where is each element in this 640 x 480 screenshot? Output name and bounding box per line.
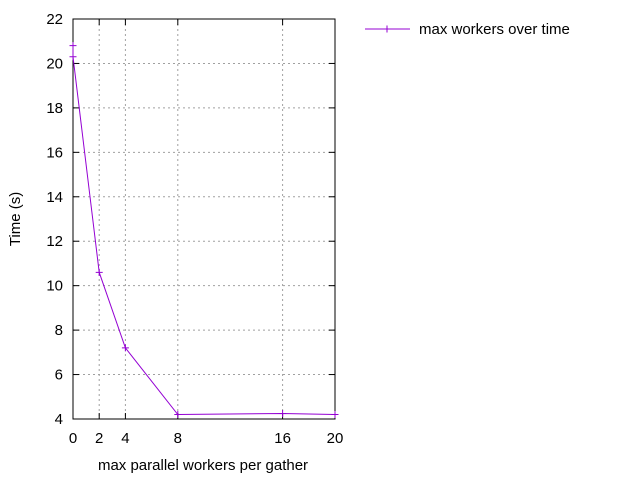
y-tick-label: 8 (55, 322, 63, 339)
data-point-marker (279, 409, 287, 417)
x-tick-label: 20 (327, 430, 344, 447)
data-point-marker (69, 42, 77, 50)
data-point-marker (331, 411, 339, 419)
y-axis-label: Time (s) (7, 192, 24, 246)
x-tick-label: 0 (69, 430, 77, 447)
y-tick-label: 16 (46, 144, 63, 161)
grid (73, 19, 335, 419)
data-point-marker (95, 268, 103, 276)
x-tick-label: 16 (274, 430, 291, 447)
x-tick-label: 4 (121, 430, 129, 447)
y-tick-label: 10 (46, 278, 63, 295)
plot-frame (72, 18, 336, 420)
y-tick-label: 6 (55, 367, 63, 384)
x-tick-label: 8 (174, 430, 182, 447)
y-tick-label: 20 (46, 55, 63, 72)
legend-swatch-marker (383, 25, 391, 33)
y-tick-label: 22 (46, 11, 63, 28)
data-point-marker (121, 344, 129, 352)
legend: max workers over time (365, 21, 570, 38)
axis-ticks: 4 6 8 10 12 14 16 18 20 22 0 2 4 8 16 20 (46, 11, 343, 447)
y-tick-label: 18 (46, 100, 63, 117)
data-point-marker (69, 53, 77, 61)
y-tick-label: 12 (46, 233, 63, 250)
x-axis-label: max parallel workers per gather (98, 457, 308, 474)
legend-label: max workers over time (419, 21, 570, 38)
series-line (72, 45, 336, 416)
data-point-marker (174, 411, 182, 419)
y-tick-label: 14 (46, 189, 63, 206)
series-layer (69, 42, 339, 419)
x-tick-label: 2 (95, 430, 103, 447)
y-tick-label: 4 (55, 411, 63, 428)
